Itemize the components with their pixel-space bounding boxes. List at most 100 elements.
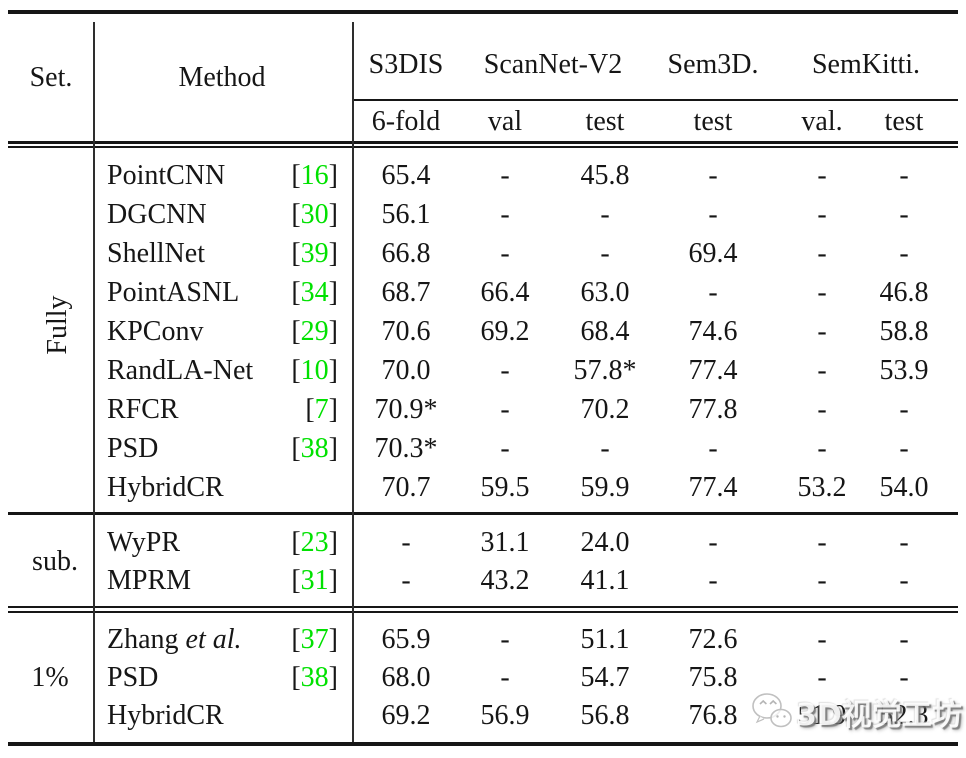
rule-vertical-set-method: [93, 22, 95, 742]
subheader-semkitti-test: test: [884, 106, 924, 137]
subheader-semkitti-val: val.: [801, 106, 843, 137]
value-cell: 70.0: [381, 355, 431, 387]
value-cell: 24.0: [580, 527, 630, 558]
value-cell: -: [899, 159, 909, 191]
table-row: HybridCR 70.7 59.5 59.9 77.4 53.2 54.0: [0, 469, 966, 508]
value-cell: 57.8*: [573, 355, 637, 387]
value-cell: 65.4: [381, 159, 431, 191]
subheader-6fold: 6-fold: [371, 106, 441, 137]
value-cell: -: [817, 237, 827, 269]
wechat-logo-icon: [752, 693, 792, 728]
citation-ref: [38]: [291, 433, 338, 465]
rule-section-sub-1pct-b: [8, 611, 958, 613]
watermark: 3D视觉工坊: [750, 690, 962, 734]
value-cell: 54.7: [580, 662, 630, 693]
subheader-scannet-val: val: [487, 106, 523, 137]
rule-header-bottom-b: [8, 146, 958, 148]
value-cell: 52.3: [879, 700, 929, 731]
value-cell: -: [899, 394, 909, 426]
value-cell: -: [817, 662, 827, 693]
value-cell: 56.9: [480, 700, 530, 731]
group-header-sem3d: Sem3D.: [667, 49, 759, 80]
section-label-sub: sub.: [32, 546, 78, 577]
value-cell: -: [500, 394, 510, 426]
value-cell: 70.3*: [374, 433, 438, 465]
citation-ref: [10]: [291, 355, 338, 387]
citation-ref: [23]: [291, 527, 338, 558]
value-cell: 43.2: [480, 565, 530, 596]
value-cell: 65.9: [381, 624, 431, 655]
value-cell: -: [401, 565, 411, 596]
section-sub-rows: WyPR [23] - 31.1 24.0 - - - MPRM [31] - 43.2 41.1 - - -: [0, 524, 966, 600]
method-name: PointASNL: [107, 276, 240, 308]
citation-number: 34: [300, 276, 329, 308]
watermark-text: 3D视觉工坊: [796, 698, 962, 733]
column-header-method: Method: [178, 62, 266, 93]
subheader-sem3d-test: test: [693, 106, 733, 137]
value-cell: -: [817, 433, 827, 465]
value-cell: -: [899, 198, 909, 230]
value-cell: -: [708, 276, 718, 308]
rule-section-fully-sub: [8, 512, 958, 515]
value-cell: -: [708, 433, 718, 465]
value-cell: 56.8: [580, 700, 630, 731]
value-cell: -: [708, 159, 718, 191]
table-row: PSD [38] 68.0 - 54.7 75.8 - -: [0, 659, 966, 697]
value-cell: -: [817, 565, 827, 596]
value-cell: -: [817, 527, 827, 558]
value-cell: -: [500, 624, 510, 655]
value-cell: 45.8: [580, 159, 630, 191]
value-cell: -: [401, 527, 411, 558]
citation-ref: [30]: [291, 198, 338, 230]
citation-ref: [39]: [291, 237, 338, 269]
table-row: DGCNN [30] 56.1 - - - - -: [0, 195, 966, 234]
table-row: WyPR [23] - 31.1 24.0 - - -: [0, 524, 966, 562]
method-name: DGCNN: [107, 198, 207, 230]
table-row: RFCR [7] 70.9* - 70.2 77.8 - -: [0, 391, 966, 430]
value-cell: 56.1: [381, 198, 431, 230]
section-fully-rows: PointCNN [16] 65.4 - 45.8 - - - DGCNN [30] 56.1 - - -…: [0, 156, 966, 508]
method-name-italic: et al.: [178, 624, 242, 655]
value-cell: -: [899, 662, 909, 693]
citation-number: 23: [300, 527, 329, 558]
value-cell: 77.4: [688, 355, 738, 387]
citation-ref: [29]: [291, 315, 338, 347]
table-row: ShellNet [39] 66.8 - - 69.4 - -: [0, 234, 966, 273]
column-header-set: Set.: [29, 62, 73, 93]
value-cell: -: [899, 527, 909, 558]
value-cell: 70.2: [580, 394, 630, 426]
method-name: WyPR: [107, 527, 180, 558]
method-name: RandLA-Net: [107, 355, 254, 387]
table-row: PointCNN [16] 65.4 - 45.8 - - -: [0, 156, 966, 195]
citation-number: 38: [300, 662, 329, 693]
value-cell: 66.8: [381, 237, 431, 269]
method-name: HybridCR: [107, 700, 224, 731]
value-cell: 51.1: [580, 624, 630, 655]
value-cell: 66.4: [480, 276, 530, 308]
value-cell: -: [817, 159, 827, 191]
value-cell: -: [817, 276, 827, 308]
value-cell: -: [500, 355, 510, 387]
value-cell: 59.5: [480, 472, 530, 504]
table-row: KPConv [29] 70.6 69.2 68.4 74.6 - 58.8: [0, 312, 966, 351]
citation-number: 38: [300, 433, 329, 465]
value-cell: -: [817, 315, 827, 347]
value-cell: 76.8: [688, 700, 738, 731]
value-cell: 75.8: [688, 662, 738, 693]
rule-vertical-method-data: [352, 22, 354, 742]
method-name: KPConv: [107, 315, 204, 347]
value-cell: -: [899, 433, 909, 465]
value-cell: 72.6: [688, 624, 738, 655]
citation-number: 16: [300, 159, 329, 191]
value-cell: -: [708, 565, 718, 596]
citation-ref: [38]: [291, 662, 338, 693]
group-header-s3dis: S3DIS: [368, 49, 444, 80]
rule-top: [8, 10, 958, 14]
value-cell: 70.9*: [374, 394, 438, 426]
method-name: PSD: [107, 433, 159, 465]
subheader-scannet-test: test: [585, 106, 625, 137]
method-name: ShellNet: [107, 237, 205, 269]
citation-number: 39: [300, 237, 329, 269]
value-cell: -: [600, 433, 610, 465]
value-cell: -: [817, 394, 827, 426]
